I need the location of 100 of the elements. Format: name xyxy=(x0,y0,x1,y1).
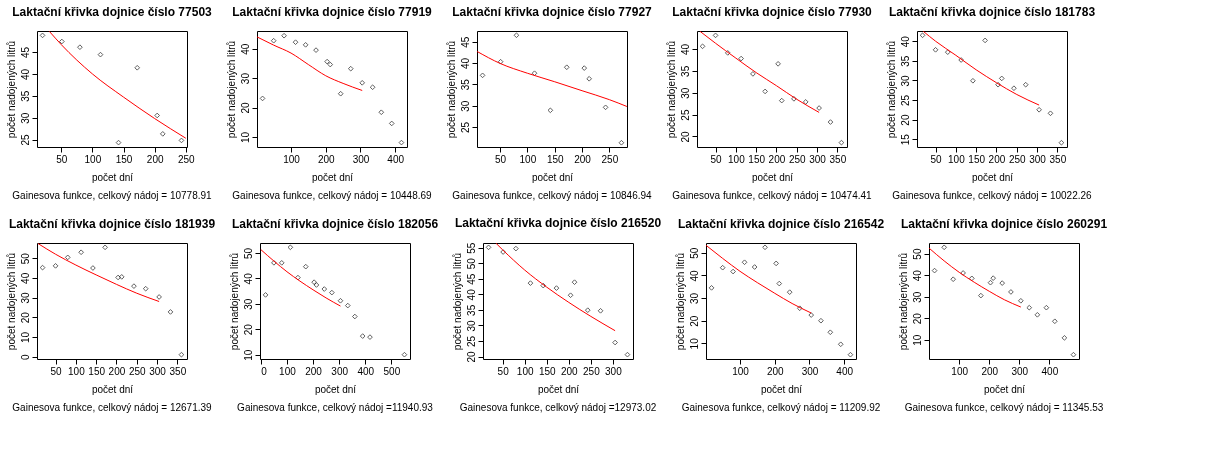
point xyxy=(90,265,96,271)
point xyxy=(724,50,731,56)
point xyxy=(618,139,625,146)
x-tick-label: 150 xyxy=(968,153,986,165)
point xyxy=(847,351,854,358)
point xyxy=(1011,85,1017,92)
point xyxy=(1047,110,1054,117)
x-tick-label: 500 xyxy=(383,365,401,377)
y-tick-label: 35 xyxy=(899,55,911,67)
point xyxy=(970,77,976,84)
point xyxy=(738,55,744,62)
point xyxy=(527,280,534,286)
y-tick-label: 30 xyxy=(19,292,31,304)
x-axis-title: počet dní xyxy=(760,383,803,395)
point xyxy=(978,292,984,299)
point xyxy=(329,289,335,296)
y-tick-label: 40 xyxy=(911,269,923,282)
point xyxy=(59,38,65,45)
point xyxy=(154,112,160,119)
x-tick-label: 150 xyxy=(538,365,557,377)
point xyxy=(369,84,376,91)
y-axis-title: počet nadojených litrů xyxy=(5,40,17,139)
x-tick-label: 300 xyxy=(149,365,167,377)
x-tick-label: 100 xyxy=(732,365,750,377)
point xyxy=(802,99,809,105)
point xyxy=(345,302,351,309)
x-tick-label: 50 xyxy=(930,153,943,165)
point xyxy=(597,308,604,314)
y-axis-title: počet nadojených litrů xyxy=(451,252,463,351)
point xyxy=(513,32,520,39)
x-tick-label: 300 xyxy=(1011,365,1029,377)
x-tick-label: 200 xyxy=(981,365,999,377)
point xyxy=(827,119,834,125)
point xyxy=(311,279,317,285)
point xyxy=(547,107,554,114)
point xyxy=(567,292,574,299)
x-axis-title: počet dní xyxy=(971,171,1014,183)
point xyxy=(941,244,947,251)
y-tick-label: 55 xyxy=(465,242,477,254)
x-tick-label: 50 xyxy=(50,365,63,377)
point xyxy=(818,317,824,324)
x-tick-label: 150 xyxy=(88,365,106,377)
point xyxy=(998,75,1005,82)
x-tick-label: 150 xyxy=(115,153,133,165)
x-tick-label: 100 xyxy=(951,365,969,377)
x-tick-label: 0 xyxy=(261,365,268,377)
point xyxy=(1058,139,1065,146)
point xyxy=(178,351,185,358)
y-tick-label: 0 xyxy=(19,353,31,360)
point xyxy=(281,32,287,39)
text: Gainesova funkce, celkový nádoj = 10022.26 xyxy=(892,190,1093,201)
point xyxy=(730,268,736,275)
point xyxy=(1036,106,1042,113)
x-tick-label: 250 xyxy=(177,153,196,165)
x-tick-label: 200 xyxy=(574,153,592,165)
point xyxy=(987,279,994,286)
point xyxy=(64,254,71,261)
x-tick-label: 350 xyxy=(1049,153,1067,165)
point xyxy=(167,309,174,315)
x-tick-label: 200 xyxy=(766,365,785,377)
point xyxy=(324,58,330,65)
point xyxy=(359,333,366,339)
x-tick-label: 300 xyxy=(801,365,819,377)
point xyxy=(719,264,726,271)
point xyxy=(97,51,104,58)
point xyxy=(584,307,591,313)
point xyxy=(115,139,122,146)
point xyxy=(142,285,149,292)
chart-title: Laktační křivka dojnice číslo 77919 xyxy=(232,5,433,19)
point xyxy=(932,47,939,53)
y-tick-label: 20 xyxy=(19,311,31,324)
x-tick-label: 50 xyxy=(497,365,510,377)
point xyxy=(159,131,166,137)
point xyxy=(347,65,354,72)
y-tick-label: 50 xyxy=(242,247,254,259)
text: Gainesova funkce, celkový nádoj = 10474.41 xyxy=(672,190,873,201)
y-tick-label: 50 xyxy=(19,252,31,265)
x-tick-label: 100 xyxy=(68,365,86,377)
x-tick-label: 200 xyxy=(108,365,126,377)
point xyxy=(278,260,285,266)
x-tick-label: 200 xyxy=(768,153,786,165)
point xyxy=(367,334,373,340)
x-axis-title: počet dní xyxy=(91,383,134,395)
point xyxy=(995,81,1001,88)
point xyxy=(791,96,797,102)
x-tick-label: 250 xyxy=(1008,153,1027,165)
point xyxy=(513,245,519,252)
point xyxy=(327,61,334,68)
y-tick-label: 35 xyxy=(19,90,31,102)
x-tick-label: 150 xyxy=(748,153,766,165)
text: Gainesova funkce, celkový nádoj = 11345.53 xyxy=(904,402,1104,413)
point xyxy=(969,275,975,282)
y-tick-label: 50 xyxy=(465,257,477,270)
point xyxy=(778,97,785,104)
x-axis-title: počet dní xyxy=(983,383,1026,395)
line-series xyxy=(477,50,627,107)
x-tick-label: 100 xyxy=(519,153,537,165)
y-tick-label: 40 xyxy=(19,68,31,80)
y-tick-label: 40 xyxy=(239,43,251,55)
y-tick-label: 45 xyxy=(459,36,471,48)
